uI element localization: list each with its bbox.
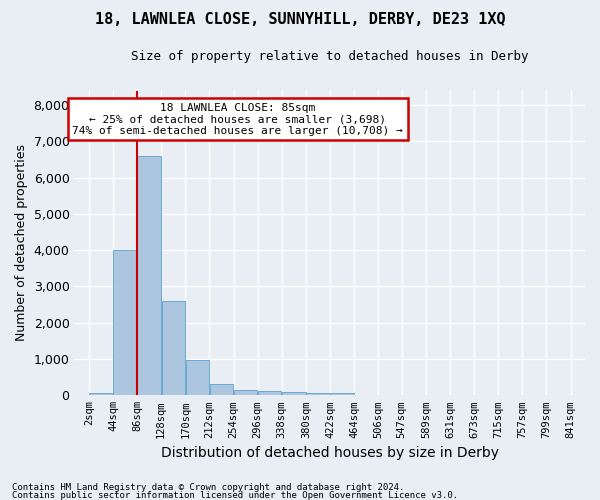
Y-axis label: Number of detached properties: Number of detached properties xyxy=(15,144,28,342)
Bar xyxy=(331,394,354,396)
Bar xyxy=(89,393,113,396)
Bar xyxy=(113,250,137,396)
Bar xyxy=(161,301,185,396)
Title: Size of property relative to detached houses in Derby: Size of property relative to detached ho… xyxy=(131,50,529,63)
Bar xyxy=(210,384,233,396)
Text: 18 LAWNLEA CLOSE: 85sqm
← 25% of detached houses are smaller (3,698)
74% of semi: 18 LAWNLEA CLOSE: 85sqm ← 25% of detache… xyxy=(73,102,403,136)
Text: Contains public sector information licensed under the Open Government Licence v3: Contains public sector information licen… xyxy=(12,491,458,500)
Bar xyxy=(137,156,161,396)
Text: Contains HM Land Registry data © Crown copyright and database right 2024.: Contains HM Land Registry data © Crown c… xyxy=(12,484,404,492)
Bar xyxy=(282,392,305,396)
Bar xyxy=(258,391,281,396)
Text: 18, LAWNLEA CLOSE, SUNNYHILL, DERBY, DE23 1XQ: 18, LAWNLEA CLOSE, SUNNYHILL, DERBY, DE2… xyxy=(95,12,505,28)
Bar xyxy=(234,390,257,396)
Bar xyxy=(185,360,209,396)
Bar xyxy=(306,394,329,396)
X-axis label: Distribution of detached houses by size in Derby: Distribution of detached houses by size … xyxy=(161,446,499,460)
